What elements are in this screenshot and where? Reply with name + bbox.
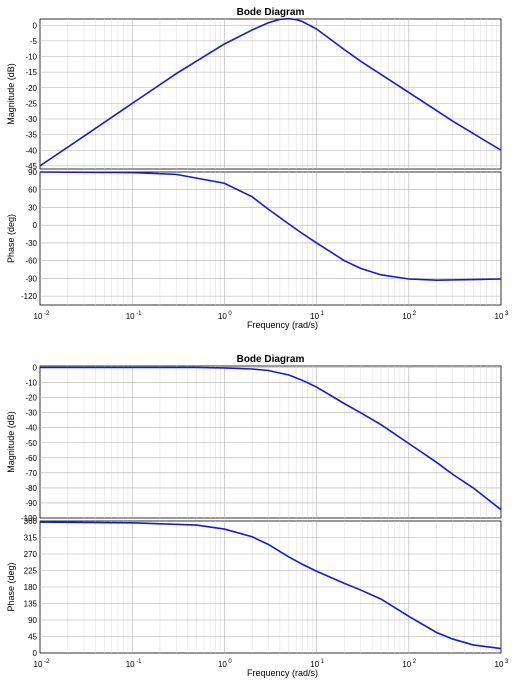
y-tick-label: 45 — [28, 633, 37, 642]
y-axis-label: Magnitude (dB) — [6, 63, 16, 125]
x-tick-base: 10 — [218, 660, 227, 669]
phase-panel: 360 315 270 225 180 135 90 45 0 Phase (deg) — [6, 517, 502, 658]
x-tick-label: 10 0 — [218, 659, 232, 669]
x-tick-label: 10 1 — [310, 659, 324, 669]
y-tick-label: 315 — [24, 534, 38, 543]
plot-frame — [39, 171, 502, 306]
y-axis-label: Phase (deg) — [6, 214, 16, 263]
y-tick-label: 30 — [28, 203, 37, 212]
x-tick-exponent: 3 — [505, 311, 509, 317]
y-tick-label: -90 — [25, 274, 37, 283]
y-axis-label: Magnitude (dB) — [6, 411, 16, 473]
x-tick-exponent: -2 — [44, 659, 50, 665]
x-tick-base: 10 — [402, 660, 411, 669]
y-tick-label: -10 — [25, 379, 37, 388]
x-tick-exponent: 1 — [321, 311, 325, 317]
x-tick-label: 10 -1 — [126, 659, 142, 669]
bode-chart-1: Bode Diagram0-5-10-15-20-25-30-35-40-45M… — [6, 7, 509, 330]
y-tick-label: -60 — [25, 454, 37, 463]
x-tick-exponent: 3 — [505, 659, 509, 665]
y-tick-label: -35 — [25, 131, 37, 140]
x-tick-label: 10 3 — [495, 311, 509, 321]
magnitude-panel: 0 -10 -20 -30 -40 -50 -60 -70 -80 -90 -100 Magnitud… — [6, 364, 502, 523]
y-tick-label: 0 — [33, 221, 38, 230]
x-axis-label: Frequency (rad/s) — [247, 668, 318, 678]
y-tick-label: 0 — [33, 21, 38, 30]
magnitude-panel: 0 -5 -10 -15 -20 -25 -30 -35 -40 -45 Magnitude (dB… — [6, 17, 502, 171]
magnitude-curve — [39, 17, 502, 167]
phase-curve — [39, 521, 502, 650]
x-tick-base: 10 — [126, 660, 135, 669]
x-tick-base: 10 — [495, 660, 504, 669]
y-tick-label: 60 — [28, 186, 37, 195]
plot-frame — [39, 365, 502, 519]
x-tick-exponent: 0 — [228, 311, 232, 317]
x-tick-exponent: -2 — [44, 311, 50, 317]
y-tick-label: -25 — [25, 99, 37, 108]
y-tick-label: -60 — [25, 257, 37, 266]
y-tick-label: -120 — [21, 292, 38, 301]
magnitude-curve — [40, 366, 502, 511]
y-tick-label: 0 — [33, 649, 38, 658]
chart-title: Bode Diagram — [237, 7, 305, 18]
y-tick-label: -15 — [25, 68, 37, 77]
y-tick-label: -40 — [25, 146, 37, 155]
x-tick-base: 10 — [126, 312, 135, 321]
y-tick-label: -20 — [25, 84, 37, 93]
x-tick-base: 10 — [34, 312, 43, 321]
y-tick-label: -10 — [25, 53, 37, 62]
y-tick-label: -30 — [25, 115, 37, 124]
x-tick-label: 10 -2 — [34, 311, 50, 321]
y-tick-label: 135 — [24, 600, 38, 609]
y-tick-label: 90 — [28, 168, 37, 177]
y-tick-label: 360 — [24, 517, 38, 526]
y-tick-label: 0 — [33, 364, 38, 373]
chart-title: Bode Diagram — [237, 354, 305, 365]
y-tick-label: -20 — [25, 394, 37, 403]
x-tick-label: 10 -2 — [34, 659, 50, 669]
x-tick-base: 10 — [495, 312, 504, 321]
x-tick-exponent: 2 — [413, 311, 417, 317]
y-tick-label: -80 — [25, 484, 37, 493]
x-tick-base: 10 — [218, 312, 227, 321]
y-tick-label: 180 — [24, 583, 38, 592]
y-tick-label: 270 — [24, 550, 38, 559]
x-tick-label: 10 2 — [402, 311, 416, 321]
y-tick-label: -5 — [30, 37, 38, 46]
x-tick-label: 10 1 — [310, 311, 324, 321]
phase-curve — [39, 171, 502, 281]
x-tick-exponent: 2 — [413, 659, 417, 665]
x-tick-exponent: 0 — [228, 659, 232, 665]
y-tick-label: -45 — [25, 162, 37, 171]
y-axis-label: Phase (deg) — [6, 562, 16, 611]
y-tick-label: -30 — [25, 409, 37, 418]
y-tick-label: -30 — [25, 239, 37, 248]
x-tick-label: 10 -1 — [126, 311, 142, 321]
x-tick-base: 10 — [402, 312, 411, 321]
x-tick-base: 10 — [310, 312, 319, 321]
y-tick-label: -100 — [21, 514, 38, 523]
y-tick-label: 90 — [28, 616, 37, 625]
x-tick-base: 10 — [310, 660, 319, 669]
phase-panel: 90 60 30 0 -30 -60 -90 -120 Phase (deg) — [6, 168, 502, 306]
bode-chart-2: Bode Diagram0-10-20-30-40-50-60-70-80-90… — [6, 354, 509, 678]
y-tick-label: 225 — [24, 567, 38, 576]
y-tick-label: -70 — [25, 469, 37, 478]
x-tick-base: 10 — [34, 660, 43, 669]
x-tick-exponent: 1 — [321, 659, 325, 665]
x-tick-exponent: -1 — [136, 659, 142, 665]
plot-frame — [39, 18, 502, 170]
x-tick-label: 10 3 — [495, 659, 509, 669]
y-tick-label: -90 — [25, 499, 37, 508]
y-tick-label: -40 — [25, 424, 37, 433]
y-tick-label: -50 — [25, 439, 37, 448]
x-axis-label: Frequency (rad/s) — [247, 320, 318, 330]
x-tick-exponent: -1 — [136, 311, 142, 317]
x-tick-label: 10 2 — [402, 659, 416, 669]
x-tick-label: 10 0 — [218, 311, 232, 321]
